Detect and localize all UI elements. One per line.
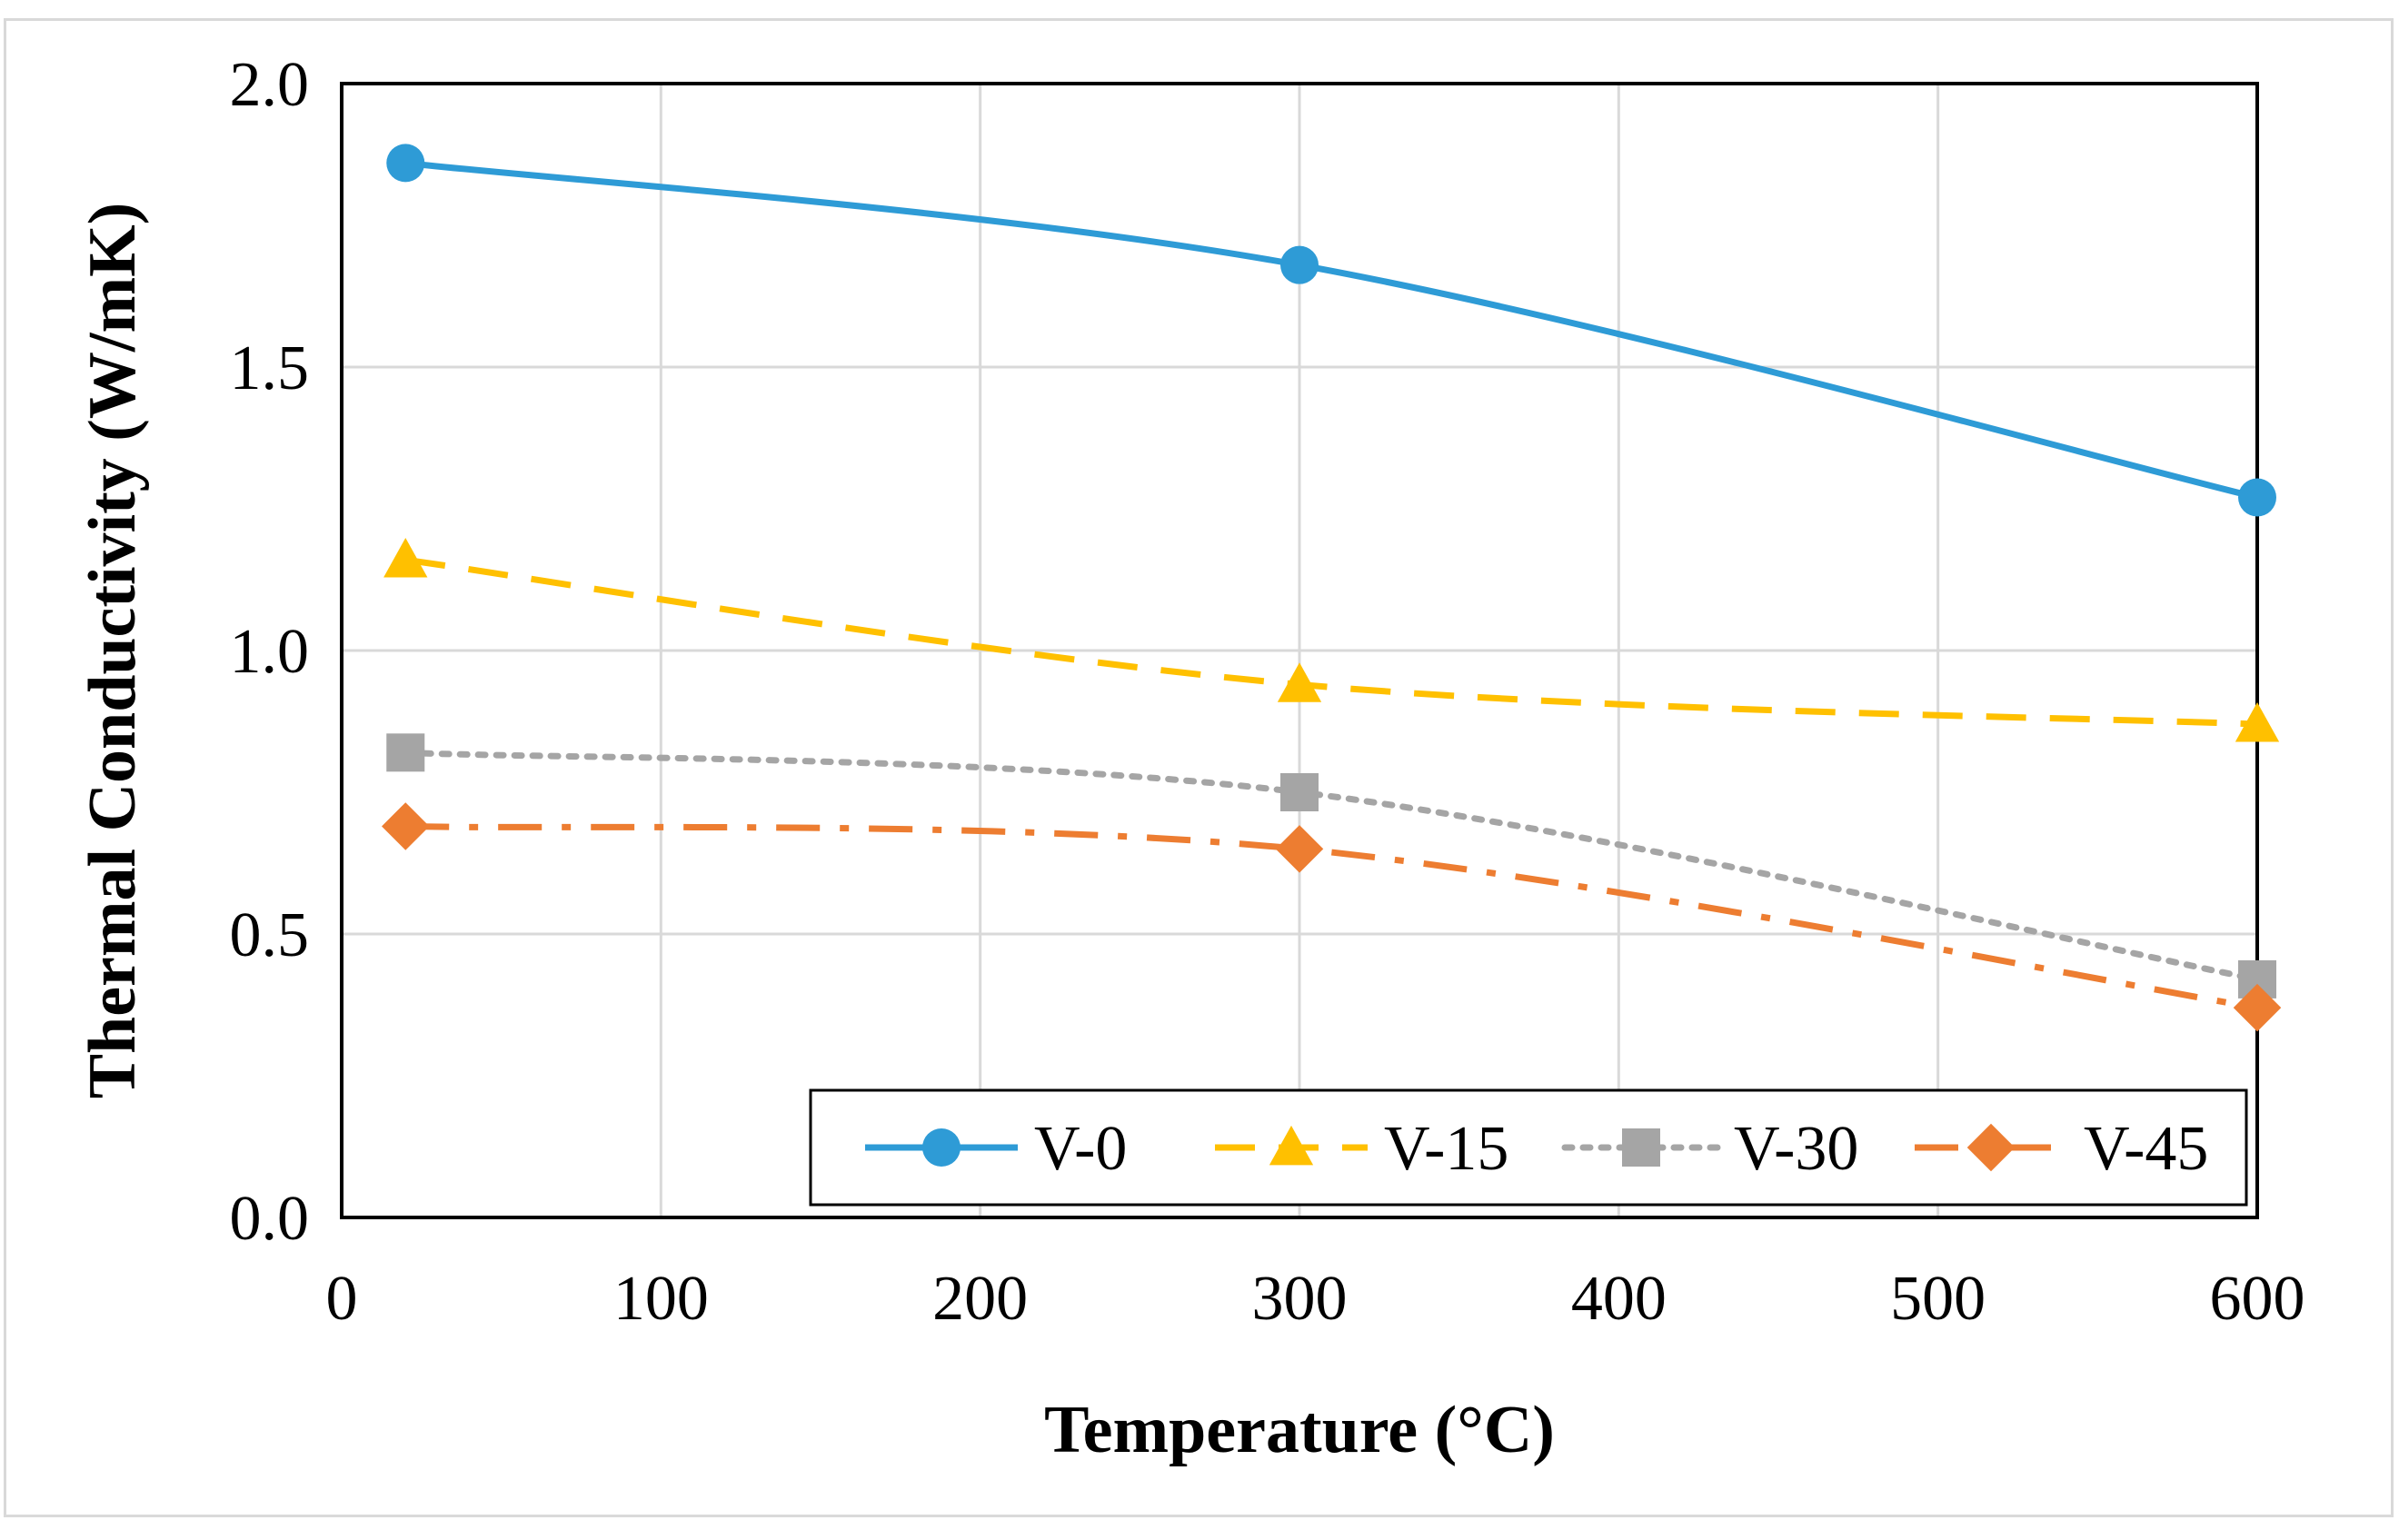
legend-items: V-0 V-15 V-30 V-45 (865, 1114, 2208, 1184)
legend-marker (1966, 1123, 2016, 1172)
data-point (1275, 825, 1324, 873)
legend-item-v-45: V-45 (1915, 1114, 2208, 1184)
x-axis-title: Temperature (°C) (1044, 1393, 1555, 1467)
series-line (404, 556, 2258, 728)
x-tick-label: 500 (1890, 1264, 1986, 1334)
legend-label: V-0 (1034, 1114, 1127, 1184)
x-axis-ticks: 0 100 200 300 400 500 600 (326, 1264, 2305, 1334)
legend-marker (1269, 1125, 1314, 1166)
series-v-15 (383, 538, 2280, 742)
data-point (386, 733, 425, 772)
x-tick-label: 100 (613, 1264, 709, 1334)
legend-label: V-45 (2084, 1114, 2208, 1184)
legend-label: V-30 (1734, 1114, 1858, 1184)
series-line (404, 159, 2258, 501)
data-point (2233, 983, 2282, 1032)
gridlines (342, 84, 2257, 1217)
legend: V-0 V-15 V-30 V-45 (809, 1088, 2248, 1207)
data-point (2235, 701, 2280, 742)
y-axis-ticks: 0.0 0.5 1.0 1.5 2.0 (230, 50, 310, 1254)
series-v-45 (382, 802, 2282, 1032)
data-point (2238, 478, 2276, 517)
y-tick-label: 0.5 (230, 900, 310, 970)
data-point (382, 802, 430, 850)
y-axis-title: Thermal Conductivity (W/mK) (75, 203, 150, 1099)
legend-item-v-30: V-30 (1561, 1114, 1858, 1184)
y-tick-label: 2.0 (230, 50, 310, 120)
x-tick-label: 0 (326, 1264, 358, 1334)
legend-item-v-15: V-15 (1215, 1114, 1508, 1184)
legend-label: V-15 (1384, 1114, 1508, 1184)
data-point (383, 538, 428, 578)
data-point (1280, 773, 1319, 811)
data-point (1277, 662, 1322, 702)
legend-item-v-0: V-0 (865, 1114, 1127, 1184)
legend-marker (1622, 1128, 1660, 1167)
plot-area-border (340, 82, 2259, 1219)
data-point (1280, 245, 1319, 284)
x-tick-label: 200 (932, 1264, 1028, 1334)
series-v-0 (386, 144, 2276, 517)
y-tick-label: 1.0 (230, 617, 310, 687)
legend-marker (922, 1128, 961, 1167)
series-line (402, 749, 2261, 983)
series-layer (382, 144, 2282, 1032)
x-tick-label: 600 (2210, 1264, 2305, 1334)
y-tick-label: 1.5 (230, 333, 310, 403)
series-line (405, 822, 2258, 1011)
x-tick-label: 400 (1571, 1264, 1667, 1334)
data-point (386, 144, 425, 183)
x-tick-label: 300 (1252, 1264, 1348, 1334)
y-tick-label: 0.0 (230, 1184, 310, 1254)
